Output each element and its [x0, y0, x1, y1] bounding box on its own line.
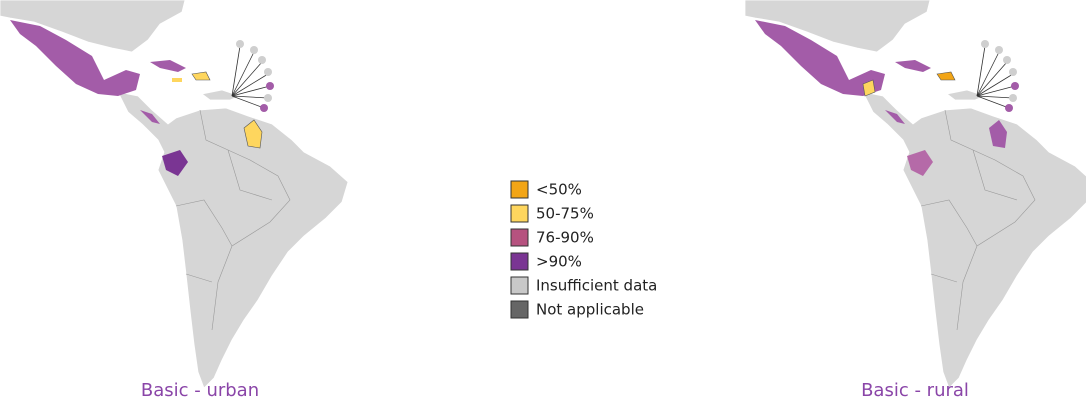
legend-swatch [510, 180, 529, 199]
legend-label: Not applicable [536, 301, 644, 319]
legend-swatch [510, 252, 529, 271]
legend-label: <50% [536, 181, 582, 199]
legend-swatch [510, 276, 529, 295]
legend-swatch [510, 228, 529, 247]
legend-label: Insufficient data [536, 277, 657, 295]
map-rural: Basic - rural [744, 0, 1086, 401]
legend: <50% 50-75% 76-90% >90% Insufficient data Not… [510, 180, 657, 319]
legend-label: 50-75% [536, 205, 594, 223]
map-urban: Basic - urban [0, 0, 349, 401]
caption: Basic - rural [861, 380, 969, 401]
legend-label: >90% [536, 253, 582, 271]
legend-swatch [510, 300, 529, 319]
legend-swatch [510, 204, 529, 223]
legend-label: 76-90% [536, 229, 594, 247]
caption: Basic - urban [141, 380, 259, 401]
